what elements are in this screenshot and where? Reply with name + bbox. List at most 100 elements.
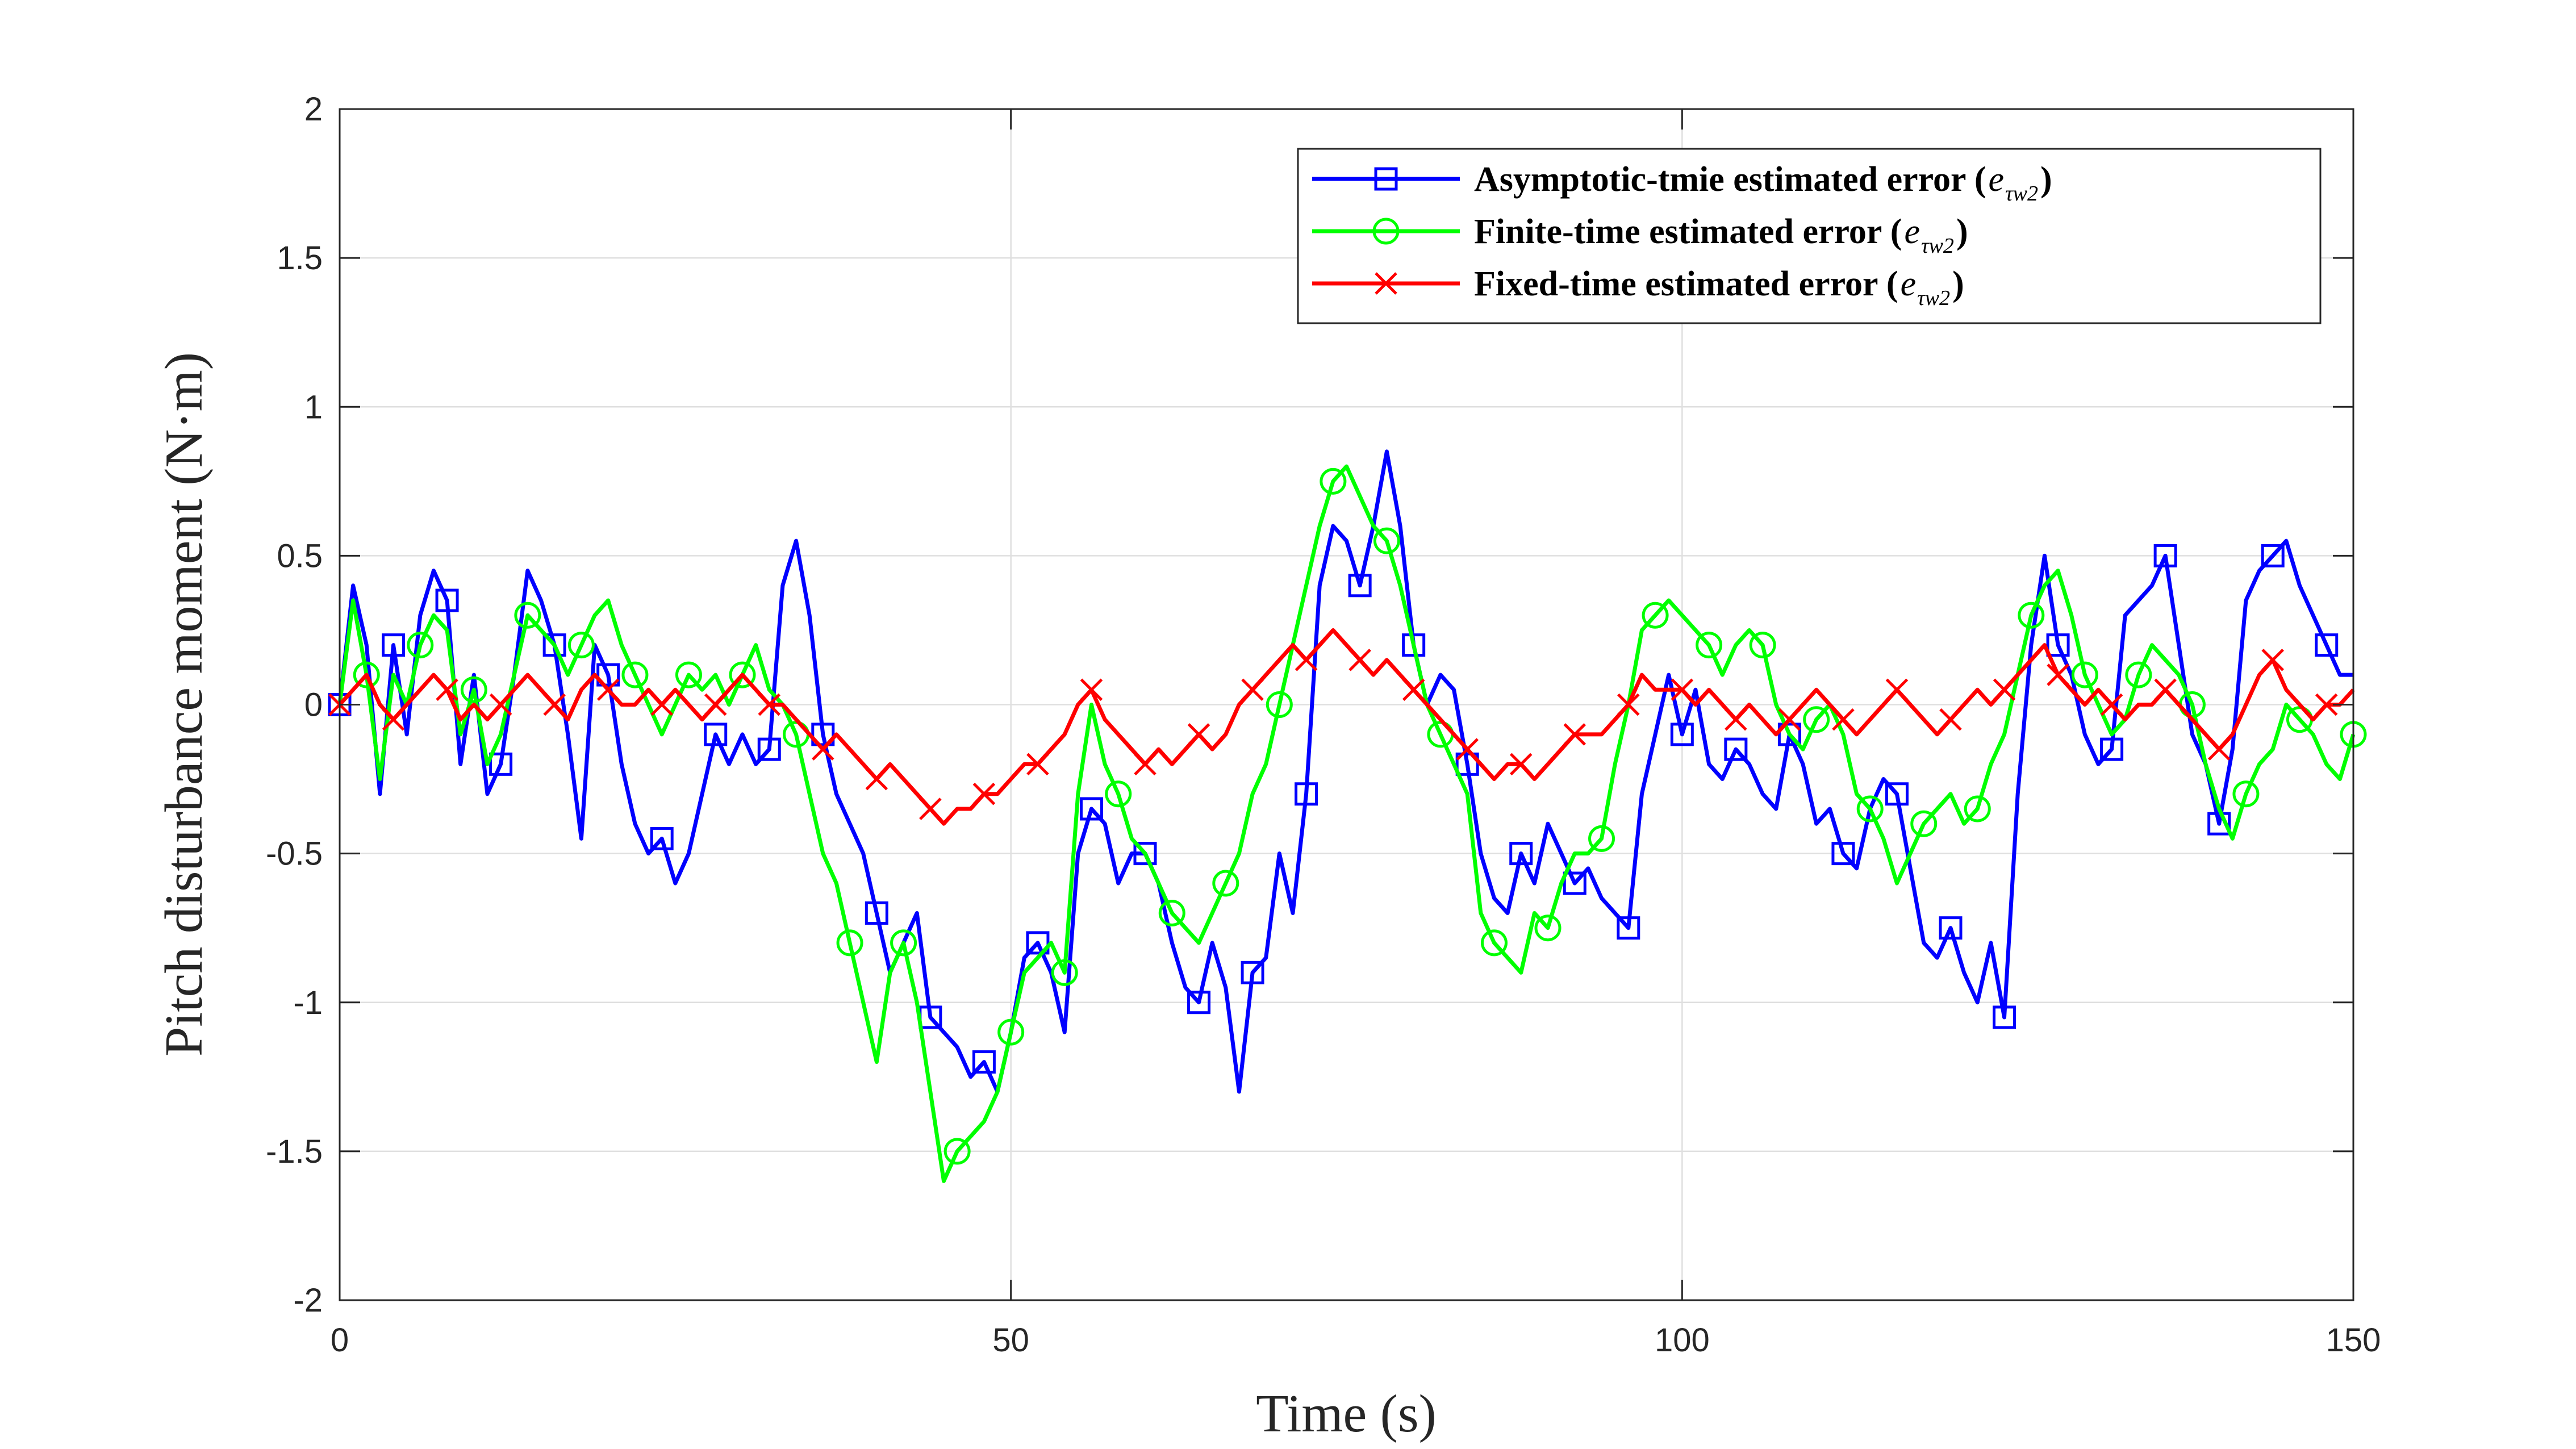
data-point bbox=[943, 1138, 971, 1165]
data-point bbox=[1051, 959, 1078, 986]
data-point bbox=[2125, 661, 2152, 688]
legend-entry: Fixed-time estimated error (e τw2) bbox=[1312, 265, 1964, 310]
x-tick-label: 100 bbox=[1655, 1322, 1710, 1359]
series-x bbox=[328, 628, 2355, 826]
x-axis-title: Time (s) bbox=[1256, 1384, 1437, 1443]
data-point bbox=[489, 693, 512, 716]
data-point bbox=[1993, 1005, 2016, 1029]
y-tick-label: 1.5 bbox=[277, 240, 323, 277]
legend-paren: ) bbox=[1956, 212, 1968, 251]
data-point bbox=[704, 693, 727, 716]
data-point bbox=[1910, 810, 1938, 837]
data-point bbox=[1402, 633, 1426, 657]
data-point bbox=[2153, 544, 2177, 567]
data-point bbox=[1241, 961, 1264, 984]
legend-subscript: τw2 bbox=[1917, 286, 1950, 310]
axis-ticks: 0 50 100 150 -2 -1.5 -1 -0.5 0 0.5 1 1.5 2 bbox=[266, 91, 2381, 1359]
x-tick-label: 50 bbox=[992, 1322, 1029, 1359]
data-point bbox=[382, 633, 406, 657]
data-point bbox=[757, 737, 781, 761]
data-point bbox=[1534, 915, 1562, 942]
data-point bbox=[675, 661, 702, 688]
data-point bbox=[865, 767, 888, 791]
data-point bbox=[1212, 870, 1239, 897]
data-point bbox=[1158, 899, 1185, 926]
data-point bbox=[972, 783, 996, 805]
data-point bbox=[543, 693, 566, 716]
data-point bbox=[2261, 544, 2285, 567]
data-point bbox=[382, 708, 405, 731]
data-point bbox=[2100, 737, 2124, 761]
data-point bbox=[2315, 633, 2339, 657]
data-point bbox=[2232, 780, 2260, 808]
data-point bbox=[972, 1050, 996, 1074]
y-tick-label: -1 bbox=[293, 984, 323, 1021]
data-point bbox=[1885, 782, 1909, 806]
y-tick-label: 0 bbox=[304, 687, 323, 724]
data-point bbox=[1348, 574, 1372, 598]
data-point bbox=[1803, 706, 1830, 733]
y-tick-label: 1 bbox=[304, 389, 323, 425]
data-point bbox=[596, 678, 620, 701]
data-point bbox=[997, 1018, 1025, 1046]
legend-marker bbox=[1374, 167, 1398, 191]
data-point bbox=[1373, 527, 1400, 554]
data-point bbox=[353, 661, 380, 688]
data-point bbox=[812, 738, 834, 761]
data-point bbox=[1617, 916, 1640, 940]
legend-paren: ) bbox=[2040, 160, 2052, 199]
data-point bbox=[1777, 723, 1801, 746]
data-point bbox=[1885, 678, 1909, 701]
data-point bbox=[1939, 708, 1962, 731]
data-point bbox=[836, 929, 863, 957]
data-point bbox=[1241, 678, 1264, 701]
legend: Asymptotic-tmie estimated error (e τw2)Fi… bbox=[1297, 148, 2322, 324]
legend-paren: ) bbox=[1952, 265, 1964, 303]
data-point bbox=[1696, 632, 1723, 659]
data-point bbox=[2046, 633, 2070, 657]
data-point bbox=[1026, 931, 1050, 955]
data-point bbox=[489, 752, 513, 776]
data-point bbox=[1134, 753, 1157, 776]
y-axis-title: Pitch disturbance moment (N·m) bbox=[155, 352, 214, 1057]
legend-marker bbox=[1375, 272, 1397, 295]
legend-box bbox=[1297, 148, 2322, 324]
data-point bbox=[890, 929, 917, 957]
data-point bbox=[1778, 708, 1801, 731]
data-point bbox=[1509, 753, 1533, 776]
data-point bbox=[435, 588, 459, 612]
data-point bbox=[1320, 467, 1347, 495]
legend-subscript: τw2 bbox=[2005, 182, 2038, 206]
data-point bbox=[596, 663, 620, 687]
y-tick-label: 0.5 bbox=[277, 537, 323, 574]
data-point bbox=[2100, 693, 2123, 716]
data-point bbox=[1856, 795, 1884, 822]
data-point bbox=[1563, 723, 1586, 746]
data-point bbox=[1026, 753, 1049, 776]
legend-symbol: e bbox=[1901, 265, 1917, 303]
data-point bbox=[1080, 678, 1103, 701]
x-tick-label: 0 bbox=[331, 1322, 349, 1359]
data-point bbox=[2154, 678, 2177, 701]
data-point bbox=[2018, 602, 2045, 629]
data-point bbox=[1480, 929, 1508, 957]
data-point bbox=[919, 797, 942, 820]
data-point bbox=[1642, 602, 1669, 629]
legend-subscript: τw2 bbox=[1921, 234, 1954, 258]
data-point bbox=[436, 678, 458, 701]
data-point bbox=[1670, 723, 1694, 746]
data-point bbox=[2047, 663, 2069, 686]
data-point bbox=[1456, 738, 1479, 761]
series-line bbox=[338, 628, 2355, 826]
data-point bbox=[1187, 991, 1211, 1014]
data-point bbox=[1105, 780, 1132, 808]
y-tick-label: -2 bbox=[293, 1282, 323, 1319]
data-point bbox=[650, 826, 674, 850]
data-point bbox=[1348, 649, 1371, 671]
data-point bbox=[1079, 797, 1103, 821]
data-point bbox=[2261, 649, 2284, 671]
data-point bbox=[704, 723, 728, 746]
series-square bbox=[328, 449, 2353, 1094]
series-line bbox=[337, 449, 2353, 1094]
